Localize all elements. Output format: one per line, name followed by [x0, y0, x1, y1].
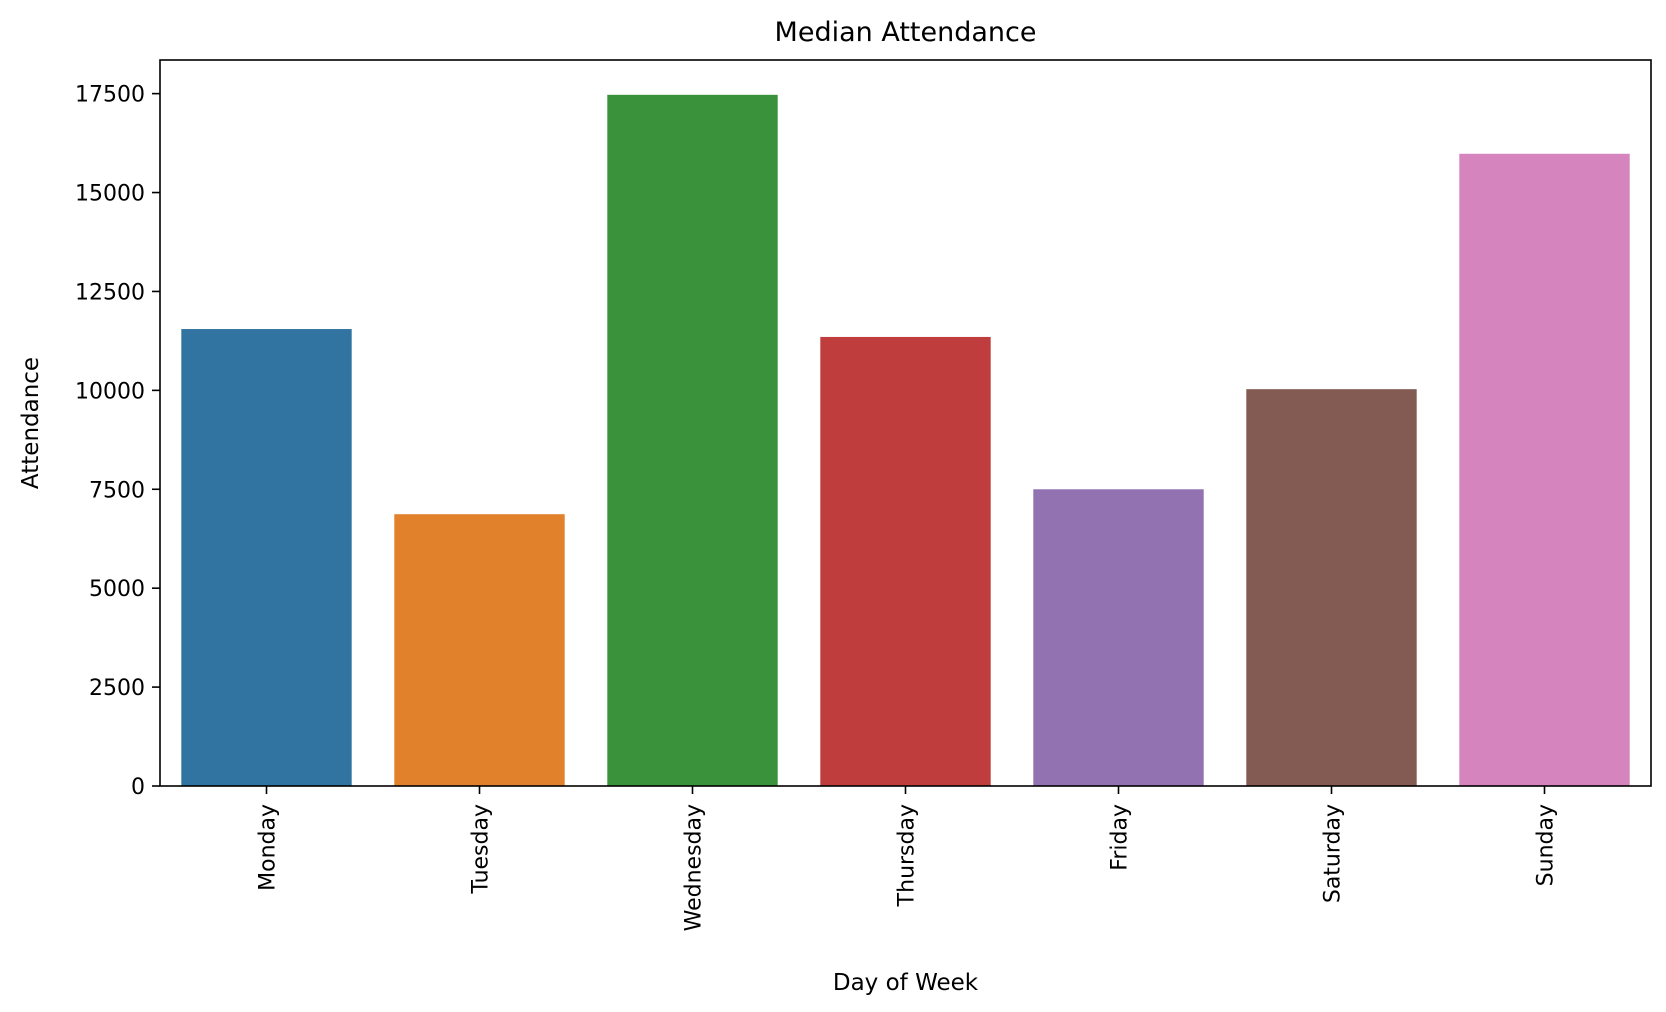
y-axis-title: Attendance	[18, 357, 44, 489]
chart-title: Median Attendance	[775, 17, 1037, 48]
x-tick-label-wednesday: Wednesday	[682, 804, 707, 931]
x-axis-ticks: Monday Tuesday Wednesday Thursday Friday Satu…	[256, 786, 1559, 931]
bar-saturday	[1246, 389, 1417, 786]
bar-sunday	[1459, 153, 1630, 786]
bar-thursday	[820, 336, 991, 786]
y-tick-label: 17500	[75, 83, 145, 108]
x-tick-label-friday: Friday	[1108, 804, 1133, 871]
y-tick-label: 12500	[75, 280, 145, 305]
bar-wednesday	[607, 94, 778, 786]
bar-friday	[1033, 489, 1204, 786]
x-tick-label-monday: Monday	[256, 804, 281, 891]
x-tick-label-thursday: Thursday	[895, 804, 920, 907]
y-tick-label: 15000	[75, 182, 145, 207]
y-tick-label: 5000	[89, 577, 145, 602]
x-tick-label-saturday: Saturday	[1321, 804, 1346, 903]
bar-monday	[181, 329, 352, 786]
y-tick-label: 0	[131, 775, 145, 800]
y-tick-label: 7500	[89, 478, 145, 503]
y-tick-label: 2500	[89, 676, 145, 701]
plot-frame	[159, 59, 1652, 787]
bar-tuesday	[394, 514, 565, 786]
x-tick-label-tuesday: Tuesday	[469, 804, 494, 895]
y-tick-label: 10000	[75, 379, 145, 404]
x-axis-title: Day of Week	[833, 970, 979, 996]
x-tick-label-sunday: Sunday	[1534, 804, 1559, 886]
y-axis-ticks: 0 2500 5000 7500 10000 12500 15000 17500	[75, 83, 160, 800]
bars-group	[181, 94, 1630, 786]
